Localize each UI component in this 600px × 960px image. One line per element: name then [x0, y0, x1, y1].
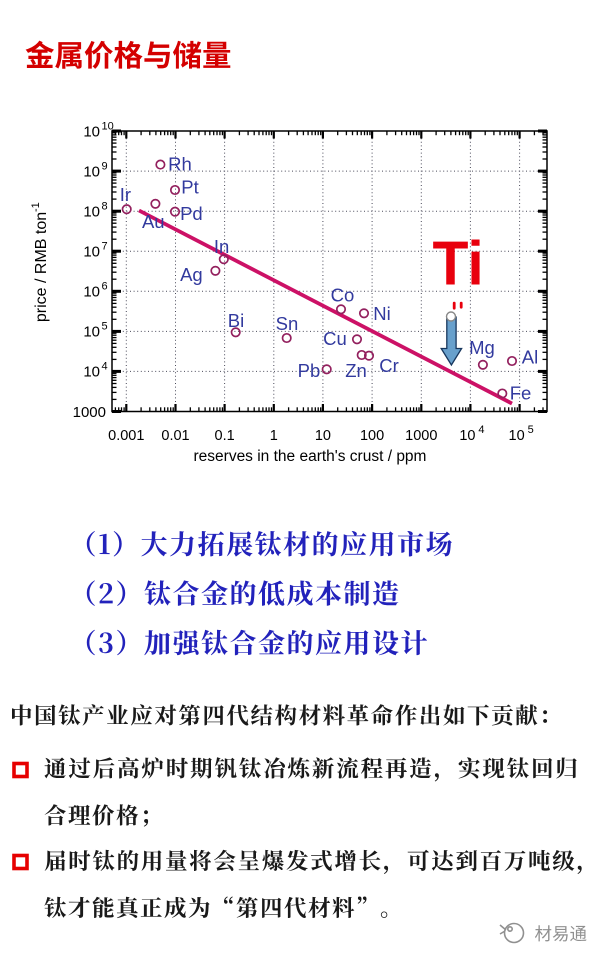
svg-text:Cu: Cu: [323, 328, 347, 349]
svg-text:Pd: Pd: [180, 203, 203, 224]
svg-text:10: 10: [315, 428, 331, 444]
svg-text:0.01: 0.01: [161, 428, 189, 444]
svg-text:In: In: [214, 236, 229, 257]
svg-text:100: 100: [360, 428, 384, 444]
svg-text:10: 10: [83, 204, 100, 221]
svg-text:10: 10: [102, 120, 114, 132]
svg-text:10: 10: [83, 244, 100, 261]
svg-text:5: 5: [102, 321, 108, 333]
svg-text:Au: Au: [142, 211, 165, 232]
svg-text:10: 10: [509, 428, 525, 444]
svg-text:Sn: Sn: [276, 313, 299, 334]
svg-text:9: 9: [102, 160, 108, 172]
svg-text:Cr: Cr: [379, 355, 399, 376]
svg-text:10: 10: [83, 324, 100, 341]
svg-text:Zn: Zn: [345, 360, 367, 381]
svg-text:Rh: Rh: [168, 154, 192, 175]
svg-text:price / RMB ton: price / RMB ton: [33, 212, 50, 322]
svg-text:0.1: 0.1: [215, 428, 235, 444]
svg-text:6: 6: [102, 281, 108, 293]
svg-text:1000: 1000: [73, 404, 106, 421]
svg-text:1000: 1000: [405, 428, 437, 444]
svg-text:reserves in the earth's crust: reserves in the earth's crust / ppm: [194, 448, 427, 465]
svg-text:0.001: 0.001: [108, 428, 144, 444]
svg-text:Ti: Ti: [433, 228, 484, 298]
svg-text:Al: Al: [522, 347, 538, 368]
svg-text:1: 1: [270, 428, 278, 444]
svg-text:8: 8: [102, 201, 108, 213]
svg-text:Pb: Pb: [298, 360, 321, 381]
svg-text:Co: Co: [331, 285, 355, 306]
svg-text:7: 7: [102, 241, 108, 253]
svg-text:Fe: Fe: [510, 383, 532, 404]
svg-text:4: 4: [102, 361, 108, 373]
svg-text:10: 10: [83, 284, 100, 301]
svg-text:10: 10: [83, 163, 100, 180]
svg-text:-1: -1: [30, 202, 42, 212]
svg-text:Pt: Pt: [181, 177, 198, 198]
svg-text:Ir: Ir: [120, 184, 131, 205]
svg-text:Mg: Mg: [469, 337, 495, 358]
svg-text:10: 10: [83, 364, 100, 381]
svg-text:10: 10: [459, 428, 475, 444]
svg-text:5: 5: [528, 424, 534, 436]
svg-text:4: 4: [478, 424, 484, 436]
svg-text:Bi: Bi: [228, 310, 244, 331]
svg-text:10: 10: [83, 123, 100, 140]
svg-text:Ni: Ni: [373, 303, 390, 324]
svg-text:Ag: Ag: [180, 264, 203, 285]
